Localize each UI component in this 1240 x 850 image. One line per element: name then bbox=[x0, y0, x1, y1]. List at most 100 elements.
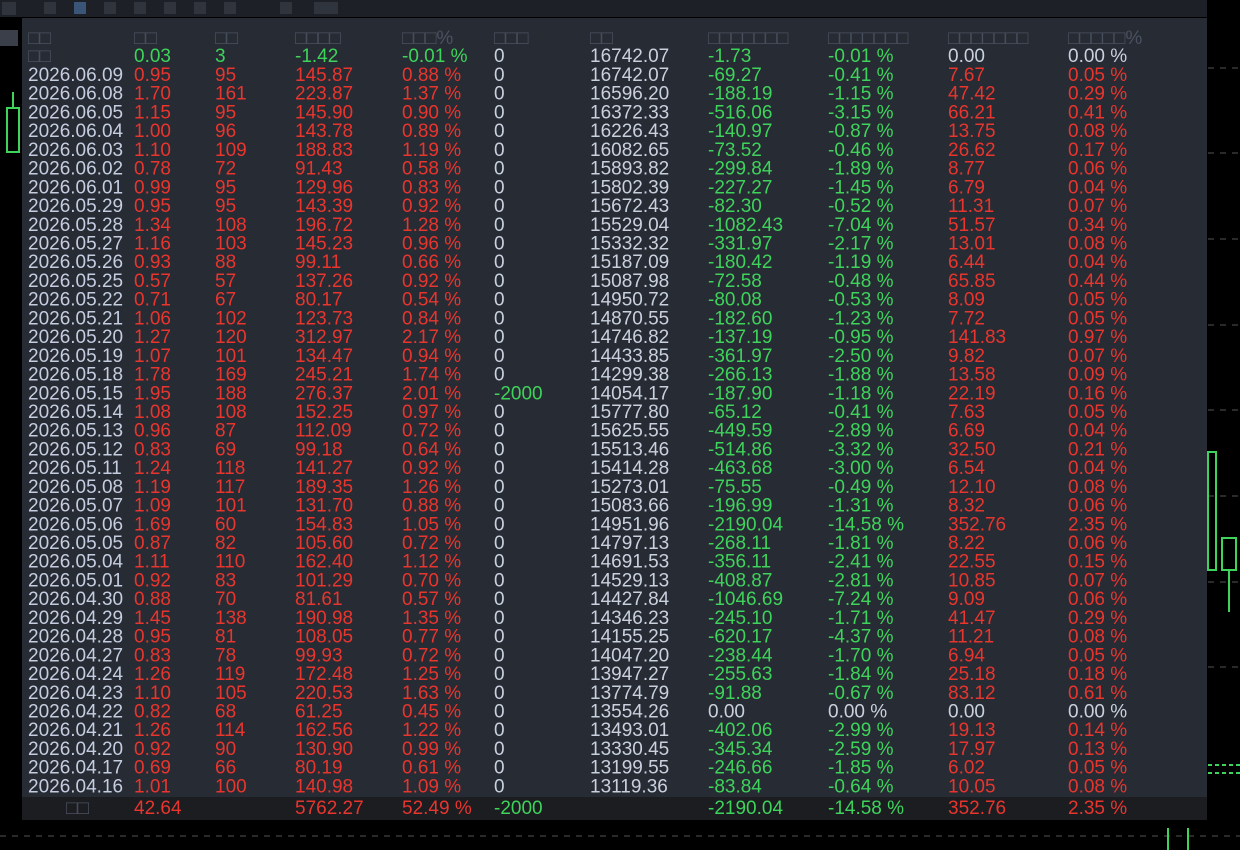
cell: 15187.09 bbox=[590, 252, 669, 273]
cell: -7.04 % bbox=[828, 215, 894, 236]
cell: 95 bbox=[215, 177, 236, 198]
cell: 14155.25 bbox=[590, 627, 669, 648]
cell: 95 bbox=[215, 196, 236, 217]
cell: -1.81 % bbox=[828, 533, 894, 554]
cell: 223.87 bbox=[295, 84, 353, 105]
cell: 0.88 % bbox=[402, 496, 461, 517]
cell: 0.61 % bbox=[1068, 683, 1127, 704]
cell: 0.97 % bbox=[402, 402, 461, 423]
cell: 312.97 bbox=[295, 327, 353, 348]
cell: 8.32 bbox=[948, 496, 985, 517]
column-header: □□ bbox=[134, 28, 157, 49]
cell: 0.04 % bbox=[1068, 177, 1127, 198]
cell: -0.41 % bbox=[828, 402, 894, 423]
cell: 82 bbox=[215, 533, 236, 554]
cell: 15893.82 bbox=[590, 159, 669, 180]
cell: 15513.46 bbox=[590, 439, 669, 460]
cell: -2.99 % bbox=[828, 720, 894, 741]
cell: 66 bbox=[215, 758, 236, 779]
cell: 0 bbox=[494, 477, 505, 498]
cell: 0.61 % bbox=[402, 758, 461, 779]
cell: 1.69 bbox=[134, 514, 171, 535]
column-header: □□ bbox=[215, 28, 238, 49]
cell: -73.52 bbox=[708, 140, 762, 161]
cell: 0.90 % bbox=[402, 102, 461, 123]
cell: 120 bbox=[215, 327, 247, 348]
date-cell: 2026.04.29 bbox=[28, 608, 123, 629]
cell: 0.72 % bbox=[402, 645, 461, 666]
cell: 1.34 bbox=[134, 215, 171, 236]
cell: 0 bbox=[494, 365, 505, 386]
cell: 1.70 bbox=[134, 84, 171, 105]
cell: -3.32 % bbox=[828, 439, 894, 460]
cell: 1.11 bbox=[134, 552, 170, 573]
cell: 0.08 % bbox=[1068, 627, 1127, 648]
cell: -0.64 % bbox=[828, 776, 894, 797]
cell: -1.15 % bbox=[828, 84, 894, 105]
cell: 11.21 bbox=[948, 627, 994, 648]
cell: 0.14 % bbox=[1068, 720, 1127, 741]
cell: 41.47 bbox=[948, 608, 996, 629]
cell: -255.63 bbox=[708, 664, 772, 685]
cell: 1.26 bbox=[134, 664, 171, 685]
cell: 0.04 % bbox=[1068, 252, 1127, 273]
cell: 19.13 bbox=[948, 720, 996, 741]
cell: 0 bbox=[494, 439, 505, 460]
date-cell: 2026.04.30 bbox=[28, 589, 123, 610]
cell: 0.29 % bbox=[1068, 608, 1127, 629]
cell: -72.58 bbox=[708, 271, 762, 292]
cell: 276.37 bbox=[295, 383, 353, 404]
date-cell: 2026.04.22 bbox=[28, 701, 123, 722]
cell: 0.92 % bbox=[402, 196, 461, 217]
cell: 0.09 % bbox=[1068, 365, 1127, 386]
cell: 101 bbox=[215, 496, 247, 517]
cell: -0.41 % bbox=[828, 65, 894, 86]
cell: 0.08 % bbox=[1068, 776, 1127, 797]
cell: 69 bbox=[215, 439, 236, 460]
cell: -187.90 bbox=[708, 383, 772, 404]
date-cell: 2026.05.26 bbox=[28, 252, 123, 273]
cell: 9.82 bbox=[948, 346, 985, 367]
cell: 0.41 % bbox=[1068, 102, 1127, 123]
cell: -196.99 bbox=[708, 496, 772, 517]
cell: 0 bbox=[494, 570, 505, 591]
cell: 196.72 bbox=[295, 215, 353, 236]
cell: 188 bbox=[215, 383, 247, 404]
cell: 1.28 % bbox=[402, 215, 461, 236]
cell: 0.00 % bbox=[1068, 701, 1127, 722]
cell: 1.09 % bbox=[402, 776, 461, 797]
cell: 0.99 % bbox=[402, 739, 461, 760]
cell: 8.77 bbox=[948, 159, 985, 180]
cell: -514.86 bbox=[708, 439, 772, 460]
date-cell: 2026.06.09 bbox=[28, 65, 123, 86]
column-header: □□ bbox=[590, 28, 613, 49]
cell: 0.06 % bbox=[1068, 496, 1127, 517]
cell: -1046.69 bbox=[708, 589, 783, 610]
cell: 0.45 % bbox=[402, 701, 461, 722]
cell: 16596.20 bbox=[590, 84, 669, 105]
cell: 0.83 % bbox=[402, 177, 461, 198]
cell: 119 bbox=[215, 664, 245, 685]
cell: 1.10 bbox=[134, 683, 171, 704]
cell: 0.07 % bbox=[1068, 346, 1127, 367]
cell: -361.97 bbox=[708, 346, 772, 367]
cell: -402.06 bbox=[708, 720, 772, 741]
cell: 0.07 % bbox=[1068, 570, 1127, 591]
cell: -1.23 % bbox=[828, 308, 894, 329]
date-cell: 2026.05.05 bbox=[28, 533, 123, 554]
cell: 108 bbox=[215, 402, 247, 423]
cell: -75.55 bbox=[708, 477, 762, 498]
cell: 0 bbox=[494, 159, 505, 180]
cell: -182.60 bbox=[708, 308, 772, 329]
cell: 0.96 % bbox=[402, 233, 461, 254]
cell: 15414.28 bbox=[590, 458, 669, 479]
cell: 8.09 bbox=[948, 290, 985, 311]
cell: 1.35 % bbox=[402, 608, 461, 629]
total-cell: 42.64 bbox=[134, 798, 182, 819]
cell: 1.10 bbox=[134, 140, 171, 161]
axis-button[interactable] bbox=[0, 30, 18, 46]
total-cell: -14.58 % bbox=[828, 798, 904, 819]
cell: 162.40 bbox=[295, 552, 353, 573]
cell: -2.17 % bbox=[828, 233, 894, 254]
